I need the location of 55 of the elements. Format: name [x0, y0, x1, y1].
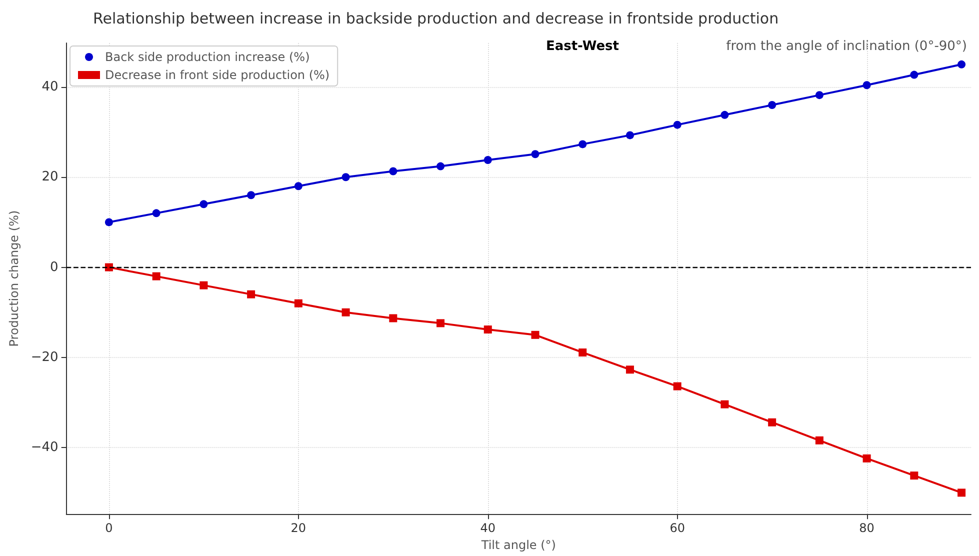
point [815, 436, 824, 444]
x-tick-label: 60 [670, 521, 685, 536]
y-tick-label: 0 [50, 260, 58, 275]
point [910, 70, 918, 79]
point [720, 110, 729, 119]
x-axis-title: Tilt angle (°) [480, 538, 556, 552]
point [815, 91, 824, 100]
point [342, 173, 350, 182]
legend-label: Back side production increase (%) [105, 50, 310, 64]
legend-label: Decrease in front side production (%) [105, 68, 330, 82]
point [389, 167, 398, 176]
x-tick-label: 0 [105, 521, 113, 536]
point [531, 330, 540, 339]
annotation: East-West [546, 39, 619, 54]
point [862, 454, 871, 462]
point [673, 382, 682, 390]
point [484, 156, 492, 164]
point [200, 200, 208, 208]
point [578, 348, 587, 356]
point [626, 131, 634, 140]
y-tick-label: −20 [30, 350, 58, 365]
y-tick-label: 20 [42, 170, 58, 185]
point [436, 162, 445, 170]
point [200, 281, 208, 290]
annotation: from the angle of inclination (0°-90°) [726, 39, 968, 54]
point [626, 366, 634, 374]
point [247, 290, 256, 298]
point [484, 325, 492, 334]
point [862, 81, 871, 90]
y-axis-title: Production change (%) [7, 210, 21, 347]
point [720, 400, 729, 408]
x-tick-label: 40 [480, 521, 496, 536]
point [531, 150, 540, 158]
point [389, 314, 398, 322]
point [294, 182, 302, 190]
y-tick-label: 40 [42, 79, 58, 94]
y-tick-label: −40 [30, 440, 58, 456]
point [247, 191, 256, 200]
point [152, 209, 160, 218]
point [958, 60, 966, 68]
point [152, 272, 160, 280]
x-tick-label: 80 [859, 521, 874, 536]
x-tick-label: 20 [290, 521, 306, 536]
point [104, 263, 113, 272]
point [104, 218, 113, 226]
point [578, 140, 587, 148]
chart-title: Relationship between increase in backside production and decrease in frontside production [93, 10, 779, 28]
point [342, 308, 350, 316]
point [768, 100, 776, 109]
point [673, 120, 682, 129]
point [436, 319, 445, 328]
point [958, 488, 966, 497]
point [768, 418, 776, 426]
point [294, 299, 302, 308]
point [910, 472, 918, 480]
